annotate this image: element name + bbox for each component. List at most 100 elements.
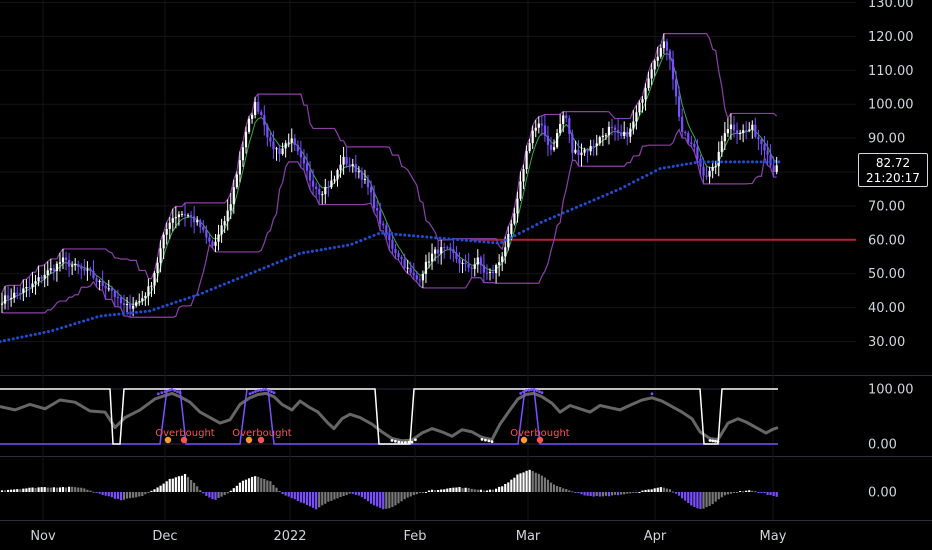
candle-body <box>147 286 150 296</box>
candle-body <box>482 265 485 273</box>
candle-body <box>296 144 299 152</box>
moving-average-dot <box>218 284 222 288</box>
overbought-annotation: Overbought <box>232 428 292 439</box>
candle-body <box>687 133 690 143</box>
candle-body <box>711 166 714 171</box>
histogram-bar <box>434 490 437 492</box>
channel-lower-line <box>2 128 777 318</box>
moving-average-dot <box>244 273 248 277</box>
histogram-bar <box>754 491 757 493</box>
moving-average-dot <box>601 194 605 198</box>
candle-body <box>376 208 379 211</box>
candle-body <box>77 263 80 267</box>
moving-average-dot <box>7 338 11 342</box>
candle-body <box>705 175 708 177</box>
histogram-bar <box>129 492 132 499</box>
candle-body <box>46 270 49 275</box>
histogram-bar <box>684 492 687 501</box>
histogram-bar <box>598 492 601 497</box>
oversold-dot <box>414 438 417 442</box>
overbought-dot <box>160 391 164 395</box>
moving-average-dot <box>728 160 732 164</box>
histogram-bar <box>10 489 13 492</box>
moving-average-dot <box>139 310 143 314</box>
histogram-bar <box>64 487 68 492</box>
candle-body <box>415 275 418 280</box>
histogram-bar <box>763 492 766 494</box>
histogram-bar <box>687 492 690 504</box>
candle-body <box>360 171 363 180</box>
candle-body <box>3 295 7 304</box>
moving-average-dot <box>214 286 218 290</box>
histogram-bar <box>382 492 385 510</box>
candle-body <box>327 186 330 188</box>
candle-body <box>476 257 479 265</box>
candle-body <box>620 133 623 136</box>
moving-average-dot <box>614 189 618 193</box>
moving-average-dot <box>596 196 600 200</box>
oscillator-panel[interactable]: Overbought Overbought Overbought <box>0 388 779 445</box>
candle-body <box>443 247 446 249</box>
histogram-bar <box>138 492 141 497</box>
histogram-bar <box>116 492 119 499</box>
candle-body <box>562 115 565 124</box>
candle-body <box>247 118 251 132</box>
histogram-bar <box>528 469 531 492</box>
overbought-dot <box>259 388 263 392</box>
moving-average-dot <box>394 232 398 236</box>
candle-body <box>266 125 269 138</box>
histogram-bar <box>629 492 632 494</box>
candle-body <box>281 148 284 155</box>
momentum-histogram-panel[interactable] <box>0 469 778 510</box>
histogram-bar <box>150 490 153 492</box>
histogram-bar <box>80 487 83 492</box>
histogram-bar <box>491 489 495 492</box>
oversold-dot <box>487 439 491 443</box>
histogram-bar <box>455 487 458 492</box>
histogram-bar <box>0 490 4 492</box>
candle-body <box>232 187 235 205</box>
histogram-bar <box>665 488 668 492</box>
histogram-bar <box>40 487 43 492</box>
time-axis[interactable]: Nov Dec 2022 Feb Mar Apr May <box>30 529 786 544</box>
histogram-bar <box>525 470 528 492</box>
candle-body <box>86 269 89 271</box>
candle-body <box>598 137 601 144</box>
histogram-bar <box>266 480 269 492</box>
moving-average-dot <box>508 236 512 240</box>
overbought-dot <box>530 388 533 392</box>
histogram-bar <box>430 489 434 492</box>
overbought-dot <box>532 388 536 391</box>
moving-average-dot <box>535 222 539 226</box>
histogram-bar <box>13 489 16 492</box>
price-axis[interactable]: 30.0040.0050.0060.0070.0080.0090.00100.0… <box>868 0 914 501</box>
histogram-bar <box>531 471 534 492</box>
price-panel[interactable] <box>0 32 856 343</box>
histogram-bar <box>321 492 324 506</box>
histogram-bar <box>592 492 595 497</box>
histogram-bar <box>22 488 25 492</box>
moving-average-dot <box>464 238 468 242</box>
histogram-bar <box>638 491 641 493</box>
oversold-dot <box>404 441 407 444</box>
histogram-bar <box>366 492 370 502</box>
histogram-bar <box>485 490 489 492</box>
candle-body <box>595 143 598 147</box>
histogram-bar <box>302 492 306 504</box>
candle-body <box>452 249 455 253</box>
histogram-bar <box>574 492 577 493</box>
candle-body <box>116 297 119 299</box>
oversold-dot <box>490 440 494 443</box>
oscillator-tick-label: 100.00 <box>868 383 914 398</box>
candle-body <box>125 303 129 305</box>
channel-upper-line <box>1 32 778 294</box>
histogram-bar <box>251 476 254 492</box>
candle-body <box>638 102 641 113</box>
moving-average-dot <box>209 287 213 291</box>
histogram-bar <box>723 492 726 496</box>
histogram-bar <box>190 480 193 492</box>
oversold-dot <box>711 439 715 443</box>
moving-average-dot <box>764 160 768 164</box>
moving-average-dot <box>376 232 380 236</box>
